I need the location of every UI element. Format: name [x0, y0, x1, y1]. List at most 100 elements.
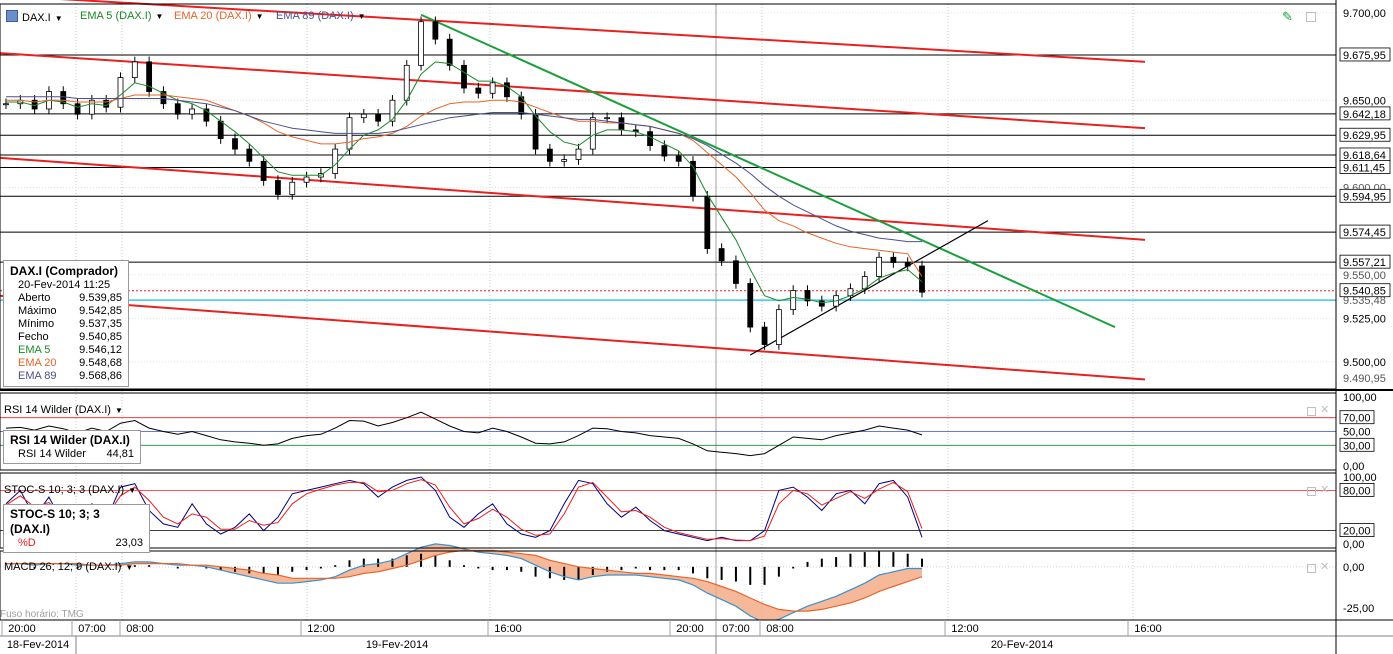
stoc-header[interactable]: STOC-S 10; 3; 3 (DAX.I) ▼: [4, 484, 136, 497]
rsi-tick-box: [1339, 410, 1375, 425]
rsi-tick-label: 30,00: [1343, 440, 1371, 452]
macd-tick-label: -25,00: [1343, 603, 1374, 615]
panel-frame-2: [0, 472, 1337, 549]
chevron-down-icon[interactable]: ▼: [114, 406, 123, 415]
candle-body: [775, 309, 782, 345]
candle-body: [546, 148, 553, 162]
channel-line: [0, 156, 1146, 241]
candle-body: [189, 108, 195, 115]
candle-body: [532, 113, 539, 150]
maximize-panel-icon[interactable]: [1306, 12, 1316, 22]
stoc-k-line: [5, 476, 923, 542]
candle-body: [389, 99, 396, 122]
info-value: 23,03: [115, 537, 143, 549]
ema20-header[interactable]: EMA 20 (DAX.I) ▼: [174, 10, 264, 23]
chevron-down-icon[interactable]: ▼: [155, 12, 164, 21]
chevron-down-icon[interactable]: ▼: [54, 14, 63, 23]
rsi-line: [5, 411, 923, 457]
stoc-tick-box: [1339, 523, 1375, 537]
chevron-down-icon[interactable]: ▼: [128, 486, 137, 495]
level-label-box: [1339, 160, 1391, 174]
candle-body: [489, 82, 496, 94]
candle-body: [160, 91, 167, 105]
rsi-tick-box: [1339, 437, 1375, 452]
candle-body: [504, 82, 510, 98]
stoc-tick-label: 20,00: [1343, 526, 1371, 538]
level-label: 9.629,95: [1343, 130, 1386, 142]
level-label-box: [1339, 127, 1391, 142]
level-label: 9.540,85: [1343, 286, 1386, 298]
level-label: 9.675,95: [1343, 50, 1386, 62]
info-value: 9.546,12: [79, 344, 122, 356]
time-tick-label: 16:00: [494, 623, 522, 635]
ema89-header-label: EMA 89 (DAX.I): [276, 10, 354, 22]
candle-body: [303, 176, 310, 183]
info-label: Máximo: [18, 305, 57, 317]
info-label: EMA 89: [18, 370, 57, 382]
candle-body: [403, 64, 410, 101]
maximize-panel-icon[interactable]: [1307, 407, 1316, 416]
info-row-ema20: EMA 20 9.548,68: [10, 357, 122, 370]
candle-body: [203, 108, 210, 122]
panel-frame-3: [0, 550, 1337, 621]
candle-body: [217, 120, 224, 140]
info-value: 9.548,68: [79, 357, 122, 369]
level-label: 9.642,18: [1343, 109, 1386, 121]
macd-header-label: MACD 26; 12; 9 (DAX.I): [4, 561, 122, 573]
candle-body: [475, 87, 482, 94]
candle-body: [561, 159, 568, 162]
indicator-layer: [0, 411, 1336, 624]
candle-body: [690, 160, 696, 197]
info-datetime: 20-Fev-2014 11:25: [18, 279, 111, 291]
rsi-header[interactable]: RSI 14 Wilder (DAX.I) ▼: [4, 404, 123, 417]
info-row-low: Mínimo 9.537,35: [10, 318, 122, 331]
close-panel-icon[interactable]: ✕: [1320, 404, 1330, 416]
info-label: EMA 5: [18, 344, 51, 356]
ema5-header[interactable]: EMA 5 (DAX.I) ▼: [80, 10, 163, 23]
chevron-down-icon[interactable]: ▼: [357, 12, 366, 21]
candle-body: [446, 38, 453, 66]
candle-body: [818, 300, 825, 307]
macd-header[interactable]: MACD 26; 12; 9 (DAX.I) ▼: [4, 561, 133, 574]
time-axis-bg: [0, 620, 1393, 654]
candle-body: [618, 117, 625, 131]
maximize-panel-icon[interactable]: [1307, 487, 1316, 496]
candle-body: [275, 180, 281, 195]
ema20-line: [6, 94, 923, 277]
symbol-label: DAX.I: [22, 12, 51, 24]
info-row-open: Aberto 9.539,85: [10, 292, 122, 305]
close-panel-icon[interactable]: ✕: [1320, 484, 1330, 496]
candle-body: [146, 61, 153, 92]
info-row-high: Máximo 9.542,85: [10, 305, 122, 318]
info-label: RSI 14 Wilder: [18, 448, 86, 460]
draw-tool-icon[interactable]: ✎: [1282, 9, 1293, 24]
date-label: 19-Fev-2014: [366, 639, 428, 651]
candle-body: [589, 117, 596, 150]
info-label: Aberto: [18, 292, 51, 304]
grid-layer: [0, 4, 1336, 654]
candle-body: [260, 160, 267, 181]
close-panel-icon[interactable]: ✕: [1320, 561, 1330, 573]
rsi-tick-label: 100,00: [1343, 392, 1377, 404]
ema89-header[interactable]: EMA 89 (DAX.I) ▼: [276, 10, 366, 23]
candle-body: [675, 155, 682, 162]
macd-fill: [6, 543, 922, 623]
maximize-panel-icon[interactable]: [1307, 564, 1316, 573]
channel-lines-layer: [0, 0, 1146, 381]
chevron-down-icon[interactable]: ▼: [125, 563, 134, 572]
info-label: Mínimo: [18, 318, 55, 330]
candle-body: [790, 290, 797, 311]
info-value: 9.568,86: [79, 370, 122, 382]
chevron-down-icon[interactable]: ▼: [255, 12, 264, 21]
candle-body: [332, 148, 339, 174]
candle-body: [461, 64, 467, 89]
symbol-header[interactable]: DAX.I ▼: [6, 10, 63, 25]
candle-body: [246, 148, 253, 162]
stoc-tick-box: [1339, 482, 1375, 497]
time-tick-label: 20:00: [8, 623, 36, 635]
y-tick-label: 9.490,95: [1343, 373, 1386, 385]
ema89-line: [6, 96, 922, 243]
macd-tick-label: 0,00: [1343, 562, 1364, 574]
channel-line: [0, 52, 1146, 130]
